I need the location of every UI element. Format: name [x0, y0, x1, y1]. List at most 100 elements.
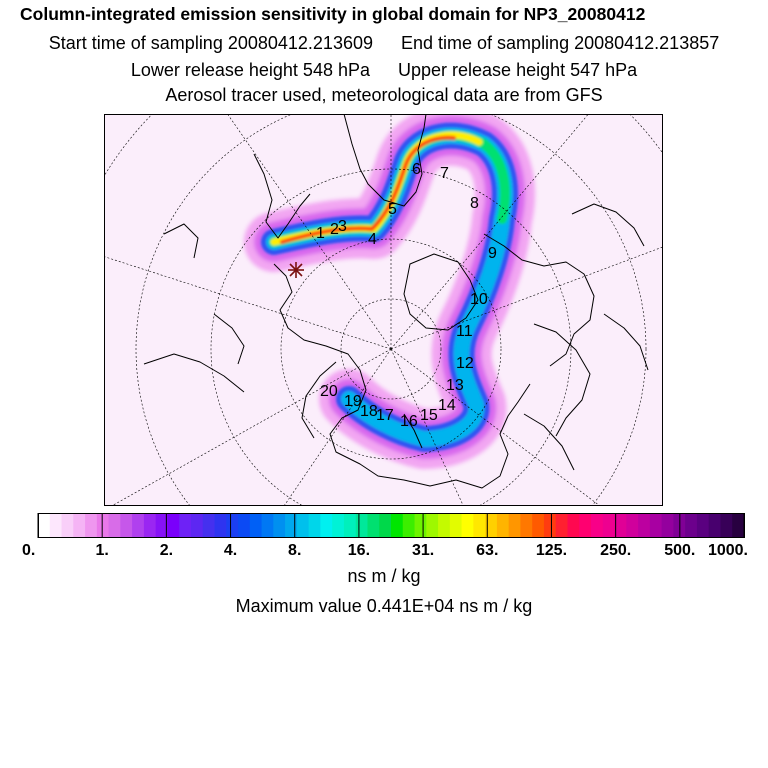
colorbar-tick-label: 16. [348, 542, 370, 559]
day-label: 10 [470, 291, 488, 308]
colorbar-cell [473, 513, 486, 538]
release-point-marker [288, 262, 304, 278]
colorbar-tick-label: 250. [600, 542, 631, 559]
colorbar-tick-label: 1000. [708, 542, 748, 559]
day-label: 16 [400, 413, 418, 430]
colorbar-cell [73, 513, 86, 538]
day-label: 19 [344, 393, 362, 410]
colorbar-cell [649, 513, 663, 538]
day-label: 5 [388, 201, 397, 218]
colorbar-cell [296, 513, 310, 538]
colorbar-cell [343, 513, 357, 538]
map-frame [104, 114, 663, 506]
colorbar-cell [38, 513, 51, 538]
colorbar-cell [732, 513, 745, 538]
day-label: 13 [446, 377, 464, 394]
colorbar-tick-labels: 0. 1. 2. 4. 8. 16. 31. 63. 125. 250. 500. 1000. [22, 542, 748, 559]
colorbar-cell [320, 513, 333, 538]
colorbar-cell [567, 513, 580, 538]
colorbar-cell [120, 513, 133, 538]
colorbar-cell [426, 513, 439, 538]
colorbar-cell [520, 513, 533, 538]
colorbar-tick-label: 500. [664, 542, 695, 559]
colorbar-cell [96, 513, 110, 538]
coastlines [143, 114, 649, 489]
colorbar-cell [661, 513, 674, 538]
colorbar-cell [143, 513, 157, 538]
colorbar-cell [190, 513, 204, 538]
colorbar-cell [449, 513, 463, 538]
colorbar-tick-label: 63. [476, 542, 498, 559]
day-label: 15 [420, 407, 438, 424]
day-label: 11 [456, 323, 473, 340]
colorbar-tick-label: 8. [288, 542, 301, 559]
colorbar-tick-label: 4. [224, 542, 237, 559]
colorbar-cell [543, 513, 557, 538]
colorbar-cell [696, 513, 710, 538]
graticule [104, 114, 663, 506]
colorbar-tick-label: 2. [160, 542, 173, 559]
colorbar-cell [249, 513, 263, 538]
day-label: 12 [456, 355, 474, 372]
day-label: 7 [440, 165, 449, 182]
colorbar-cell [708, 513, 722, 538]
colorbar-cell [402, 513, 416, 538]
colorbar-cell [485, 513, 498, 538]
colorbar-cell [391, 513, 404, 538]
colorbar-cell [720, 513, 733, 538]
colorbar-cell [49, 513, 63, 538]
colorbar-cell [685, 513, 698, 538]
colorbar-cell [214, 513, 227, 538]
colorbar-cell [226, 513, 239, 538]
colorbar-tick-label: 125. [536, 542, 567, 559]
end-time: End time of sampling 20080412.213857 [401, 33, 720, 53]
colorbar-cell [202, 513, 216, 538]
colorbar-cell [461, 513, 474, 538]
colorbar-cell [579, 513, 592, 538]
upper-release-height: Upper release height 547 hPa [398, 60, 638, 80]
plume-mid [261, 122, 518, 452]
day-label: 14 [438, 397, 456, 414]
release-heights: Lower release height 548 hPa Upper releas… [0, 60, 768, 81]
colorbar-cell [355, 513, 369, 538]
colorbar-tick-label: 1. [96, 542, 109, 559]
day-label: 17 [376, 407, 394, 424]
colorbar-cell [626, 513, 639, 538]
colorbar-cell [132, 513, 145, 538]
colorbar-cell [379, 513, 392, 538]
colorbar-cell [496, 513, 510, 538]
day-label: 1 [316, 225, 325, 242]
day-label: 2 [330, 221, 339, 238]
day-label: 20 [320, 383, 338, 400]
day-label: 9 [488, 245, 497, 262]
colorbar-cell [367, 513, 380, 538]
colorbar-cell [85, 513, 98, 538]
lower-release-height: Lower release height 548 hPa [130, 60, 370, 80]
colorbar-tick-label: 31. [412, 542, 434, 559]
colorbar-cell [61, 513, 74, 538]
colorbar-cell [532, 513, 545, 538]
colorbar-cell [414, 513, 427, 538]
colorbar-cell [273, 513, 286, 538]
day-label: 18 [360, 403, 378, 420]
map-panel: 1 2 3 4 5 6 7 8 9 10 11 12 13 14 15 16 1… [104, 114, 663, 506]
sampling-times: Start time of sampling 20080412.213609 En… [0, 33, 768, 54]
day-label: 6 [412, 161, 421, 178]
tracer-info: Aerosol tracer used, meteorological data… [165, 85, 603, 105]
colorbar-cell [591, 513, 604, 538]
day-label: 3 [338, 218, 347, 235]
colorbar-cell [285, 513, 298, 538]
colorbar-unit: ns m / kg [347, 566, 421, 586]
colorbar-cell [308, 513, 321, 538]
day-label: 4 [368, 231, 377, 248]
colorbar-cells [38, 513, 745, 538]
colorbar-cell [602, 513, 616, 538]
colorbar-cell [555, 513, 569, 538]
colorbar-cell [261, 513, 274, 538]
start-time: Start time of sampling 20080412.213609 [48, 33, 373, 53]
colorbar-frame [38, 513, 745, 538]
colorbar-cell [614, 513, 627, 538]
max-value: Maximum value 0.441E+04 ns m / kg [235, 596, 533, 616]
colorbar-cell [508, 513, 522, 538]
colorbar-cell [179, 513, 192, 538]
